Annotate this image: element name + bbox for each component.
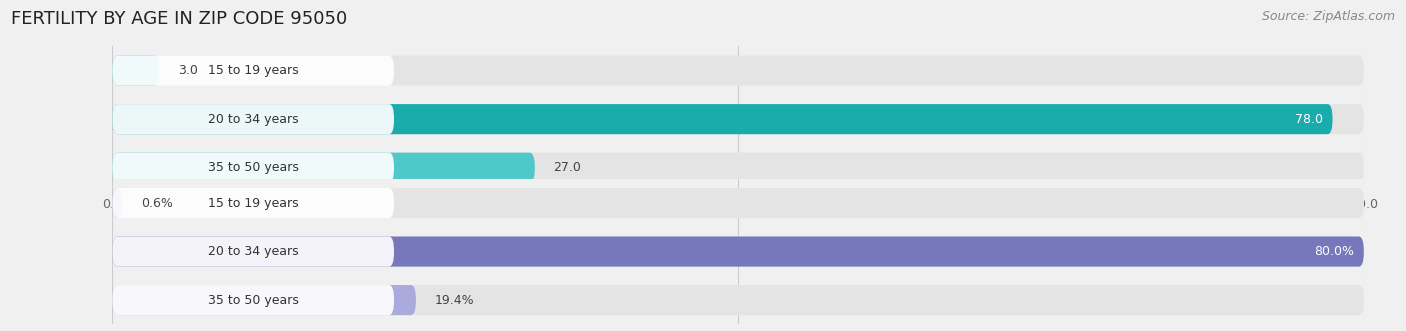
Text: 35 to 50 years: 35 to 50 years: [208, 294, 298, 307]
FancyBboxPatch shape: [112, 104, 1364, 134]
FancyBboxPatch shape: [112, 188, 122, 218]
Text: 35 to 50 years: 35 to 50 years: [208, 161, 298, 174]
FancyBboxPatch shape: [112, 285, 416, 315]
FancyBboxPatch shape: [112, 285, 1364, 315]
FancyBboxPatch shape: [112, 285, 394, 315]
Text: 20 to 34 years: 20 to 34 years: [208, 113, 298, 126]
FancyBboxPatch shape: [112, 237, 394, 266]
Text: 15 to 19 years: 15 to 19 years: [208, 64, 298, 77]
Text: 19.4%: 19.4%: [434, 294, 474, 307]
Text: 15 to 19 years: 15 to 19 years: [208, 197, 298, 210]
Text: Source: ZipAtlas.com: Source: ZipAtlas.com: [1261, 10, 1395, 23]
FancyBboxPatch shape: [112, 153, 1364, 183]
Text: 27.0: 27.0: [554, 161, 582, 174]
Text: 3.0: 3.0: [179, 64, 198, 77]
FancyBboxPatch shape: [112, 188, 1364, 218]
Text: FERTILITY BY AGE IN ZIP CODE 95050: FERTILITY BY AGE IN ZIP CODE 95050: [11, 10, 347, 28]
FancyBboxPatch shape: [112, 104, 1333, 134]
Text: 78.0: 78.0: [1295, 113, 1323, 126]
FancyBboxPatch shape: [112, 56, 159, 86]
Text: 80.0%: 80.0%: [1313, 245, 1354, 258]
FancyBboxPatch shape: [112, 56, 1364, 86]
FancyBboxPatch shape: [112, 153, 394, 183]
FancyBboxPatch shape: [112, 56, 394, 86]
Text: 0.6%: 0.6%: [141, 197, 173, 210]
FancyBboxPatch shape: [112, 237, 1364, 266]
FancyBboxPatch shape: [112, 153, 534, 183]
FancyBboxPatch shape: [112, 237, 1364, 266]
Text: 20 to 34 years: 20 to 34 years: [208, 245, 298, 258]
FancyBboxPatch shape: [112, 104, 394, 134]
FancyBboxPatch shape: [112, 188, 394, 218]
